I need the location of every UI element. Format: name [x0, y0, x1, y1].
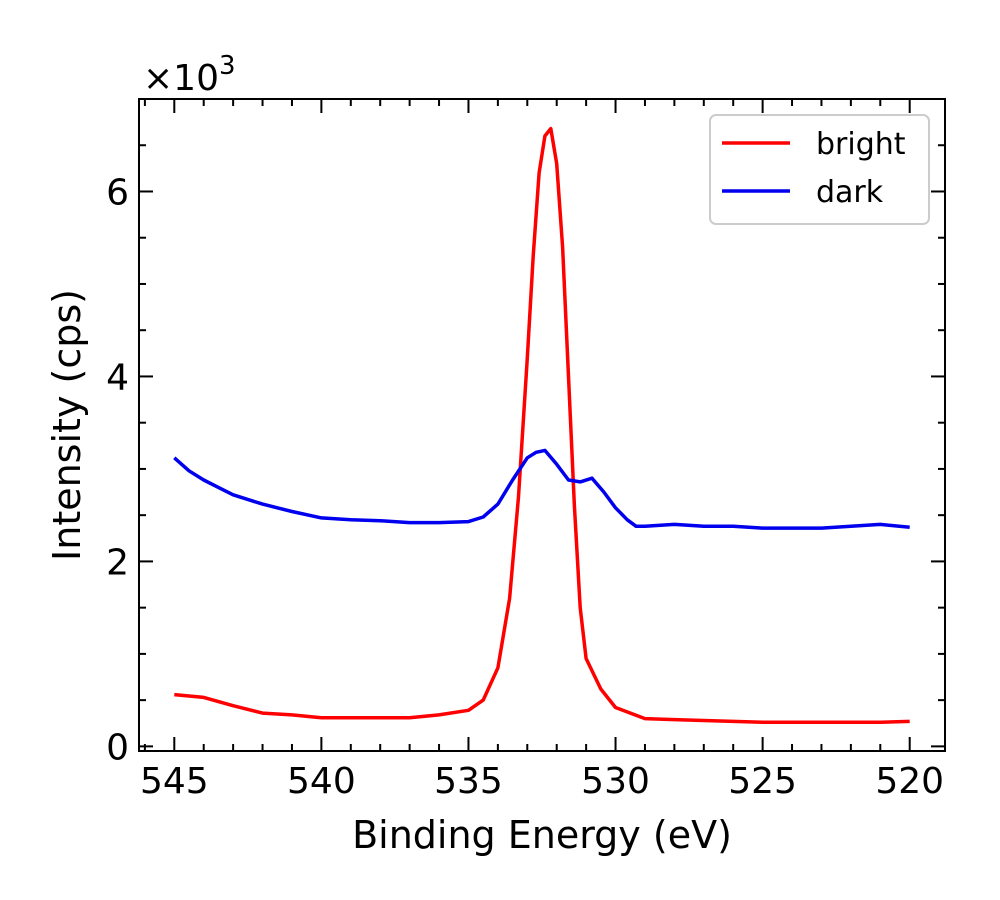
x-axis-ticks: 545 540 535 530 525 520 — [140, 99, 944, 802]
series-line-dark — [173, 448, 910, 530]
y-multiplier-label: ×103 — [143, 51, 236, 99]
x-tick-label: 525 — [728, 761, 797, 802]
x-tick-label: 520 — [875, 761, 944, 802]
y-tick-label: 0 — [106, 727, 129, 768]
y-multiplier-exponent: 3 — [219, 51, 236, 81]
y-tick-label: 4 — [106, 357, 129, 398]
x-tick-label: 540 — [287, 761, 356, 802]
legend-label-dark: dark — [816, 175, 884, 210]
x-axis-label: Binding Energy (eV) — [352, 813, 732, 857]
series-layer — [173, 126, 910, 725]
y-tick-label: 2 — [106, 542, 129, 583]
y-axis-ticks: 0 2 4 6 — [106, 144, 945, 768]
legend-label-bright: bright — [816, 127, 906, 162]
x-tick-label: 545 — [140, 761, 209, 802]
series-line-bright — [174, 126, 910, 725]
legend: bright dark — [709, 114, 930, 225]
x-tick-label: 535 — [434, 761, 503, 802]
plot-frame — [138, 98, 946, 752]
y-tick-label: 6 — [106, 172, 129, 213]
x-tick-label: 530 — [581, 761, 650, 802]
y-multiplier-base: ×10 — [143, 58, 219, 99]
y-axis-label: Intensity (cps) — [45, 289, 89, 561]
